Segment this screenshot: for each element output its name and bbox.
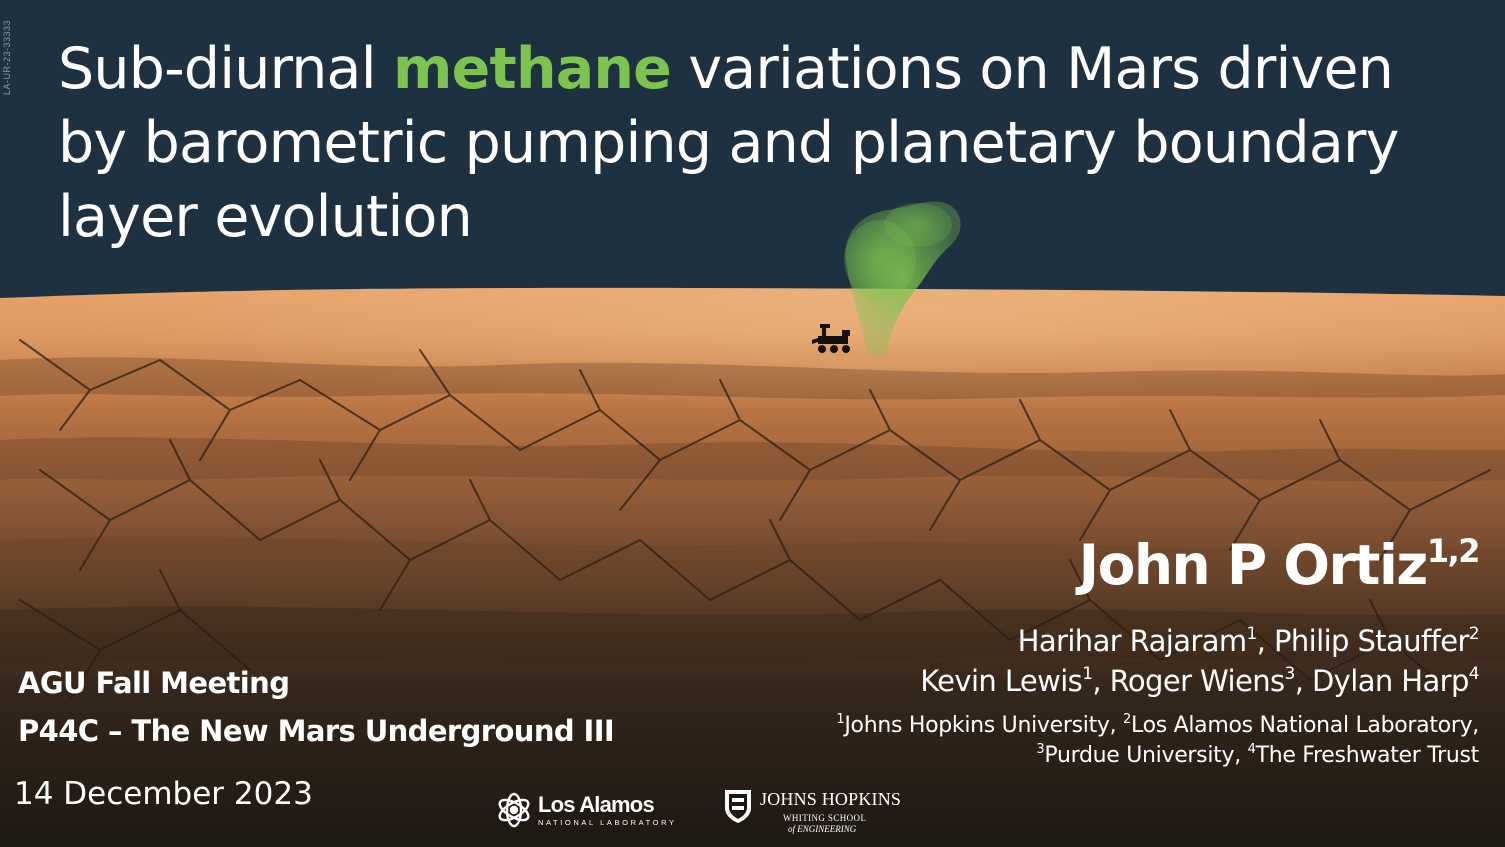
affiliation-number: 4 [1247,742,1256,757]
title-part: Sub-diurnal [58,36,394,102]
coauthor-affiliation: 1 [1082,664,1093,684]
affiliation-name: The Freshwater Trust [1255,743,1480,768]
document-id: LA-UR-23-33333 [2,19,12,95]
jhu-logo-subtext-1: WHITING SCHOOL [783,813,867,823]
title-highlight: methane [393,36,672,102]
coauthors-line-2: Kevin Lewis1, Roger Wiens3, Dylan Harp4 [920,664,1479,698]
coauthor-name: Harihar Rajaram [1017,624,1248,658]
affiliation-name: Los Alamos National Laboratory, [1131,713,1479,738]
meeting-name: AGU Fall Meeting [18,666,290,700]
presentation-date: 14 December 2023 [14,776,313,812]
coauthors-line-1: Harihar Rajaram1, Philip Stauffer2 [1017,624,1480,658]
affiliations-line-2: 3Purdue University, 4The Freshwater Trus… [1036,742,1479,768]
coauthor-affiliation: 1 [1246,624,1258,644]
affiliation-number: 3 [1036,742,1045,757]
session-name: P44C – The New Mars Underground III [18,714,615,748]
coauthor-affiliation: 4 [1468,664,1480,684]
slide-title: Sub-diurnal methane variations on Mars d… [58,32,1478,254]
coauthor-name: Roger Wiens [1109,664,1285,698]
presenter-affiliation: 1,2 [1426,532,1481,570]
separator: , [1092,664,1110,698]
coauthor-name: Dylan Harp [1311,664,1469,698]
separator: , [1294,664,1312,698]
affiliations-line-1: 1Johns Hopkins University, 2Los Alamos N… [836,712,1479,738]
affiliation-name: Johns Hopkins University, [844,713,1124,738]
jhu-logo-subtext-2: of ENGINEERING [788,824,857,834]
affiliation-name: Purdue University, [1044,743,1248,768]
affiliation-number: 1 [836,712,845,727]
coauthor-name: Philip Stauffer [1274,624,1469,658]
coauthor-affiliation: 3 [1284,664,1295,684]
lanl-logo-text: Los Alamos [538,792,655,817]
separator: , [1256,624,1274,658]
affiliation-number: 2 [1123,712,1132,727]
methane-plume [844,201,961,355]
presenter-name: John P Ortiz1,2 [1078,532,1481,597]
jhu-logo-text: JOHNS HOPKINS [760,789,902,809]
coauthor-name: Kevin Lewis [920,664,1083,698]
lanl-logo-subtext: NATIONAL LABORATORY [538,818,677,827]
rover-icon [812,324,850,353]
presenter-name-text: John P Ortiz [1078,533,1429,597]
coauthor-affiliation: 2 [1468,624,1480,644]
lanl-atom-icon [498,792,530,828]
jhu-shield-icon [725,790,751,823]
title-part: variations on Mars driven by barometric … [58,36,1399,250]
